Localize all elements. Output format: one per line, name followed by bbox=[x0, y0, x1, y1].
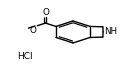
Text: HCl: HCl bbox=[18, 52, 33, 61]
Text: NH: NH bbox=[104, 27, 117, 36]
Text: O: O bbox=[42, 8, 49, 17]
Text: O: O bbox=[30, 26, 37, 35]
